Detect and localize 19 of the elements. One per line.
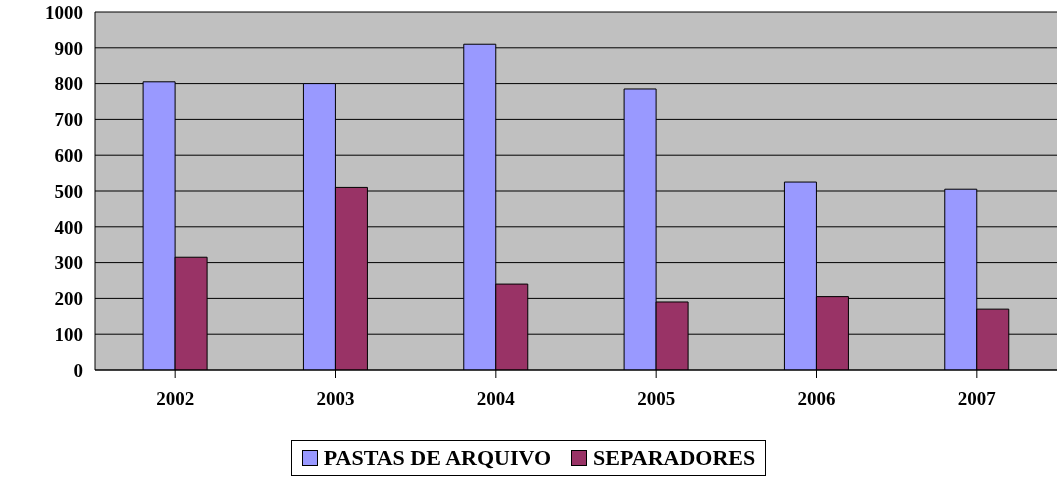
y-tick-label: 800 [54, 73, 83, 95]
y-tick-label: 500 [54, 180, 83, 202]
y-tick-label: 100 [54, 323, 83, 345]
y-tick-label: 600 [54, 144, 83, 166]
y-tick-label: 1000 [45, 1, 83, 23]
y-tick-label: 300 [54, 252, 83, 274]
x-tick-label: 2002 [156, 388, 195, 410]
y-tick-label: 700 [54, 109, 83, 131]
legend-label: PASTAS DE ARQUIVO [322, 445, 552, 471]
y-tick-label: 900 [54, 37, 83, 59]
y-tick-label: 0 [73, 359, 83, 381]
x-tick-label: 2004 [476, 388, 516, 410]
legend-label: SEPARADORES [592, 445, 756, 471]
x-tick-label: 2005 [637, 388, 676, 410]
y-tick-label: 400 [54, 216, 83, 238]
y-tick-label: 200 [54, 288, 83, 310]
x-tick-label: 2007 [957, 388, 997, 410]
x-tick-label: 2006 [797, 388, 836, 410]
x-tick-label: 2003 [316, 388, 355, 410]
